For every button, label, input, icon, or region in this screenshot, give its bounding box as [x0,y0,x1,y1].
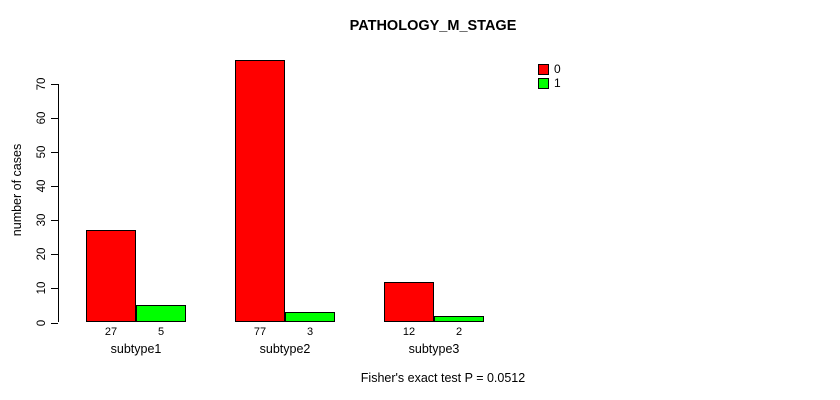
bar-value-label: 2 [455,326,463,338]
y-axis-tick [51,117,58,119]
bar-value-label: 3 [306,326,314,338]
legend-swatch-1 [538,77,549,89]
stats-annotation: Fisher's exact test P = 0.0512 [360,371,526,385]
bar-value-label: 12 [402,326,416,338]
bar-series-1 [136,305,186,323]
bar-series-0 [384,281,434,323]
bar-value-label: 77 [253,326,267,338]
y-axis-tick [51,322,58,324]
category-label: subtype1 [110,342,162,356]
y-axis-line [58,83,59,323]
bar-series-0 [235,59,285,323]
y-axis-tick [51,185,58,187]
bar-series-1 [434,315,484,323]
y-axis-tick-label: 70 [36,77,48,90]
bar-value-label: 5 [157,326,165,338]
legend-label: 0 [554,62,561,77]
y-axis-tick-label: 50 [36,145,48,159]
y-axis-tick [51,288,58,290]
y-axis-tick-label: 10 [36,281,48,295]
category-label: subtype3 [408,342,460,356]
legend-item: 0 [538,63,561,77]
y-axis-tick [51,220,58,222]
y-axis-label: number of cases [10,143,24,237]
y-axis-tick-label: 60 [36,111,48,125]
y-axis-tick [51,151,58,153]
chart-title: PATHOLOGY_M_STAGE [349,18,517,34]
legend-item: 1 [538,77,561,91]
legend-swatch-0 [538,64,549,76]
y-axis-tick-label: 40 [36,179,48,193]
y-axis-tick [51,83,58,85]
y-axis-tick-label: 20 [36,247,48,261]
legend-label: 1 [554,75,561,90]
y-axis-tick-label: 0 [36,319,48,326]
bar-series-1 [285,312,335,323]
y-axis-tick-label: 30 [36,213,48,227]
bar-value-label: 27 [104,326,118,338]
category-label: subtype2 [259,342,311,356]
bar-series-0 [86,230,136,323]
y-axis-tick [51,254,58,256]
